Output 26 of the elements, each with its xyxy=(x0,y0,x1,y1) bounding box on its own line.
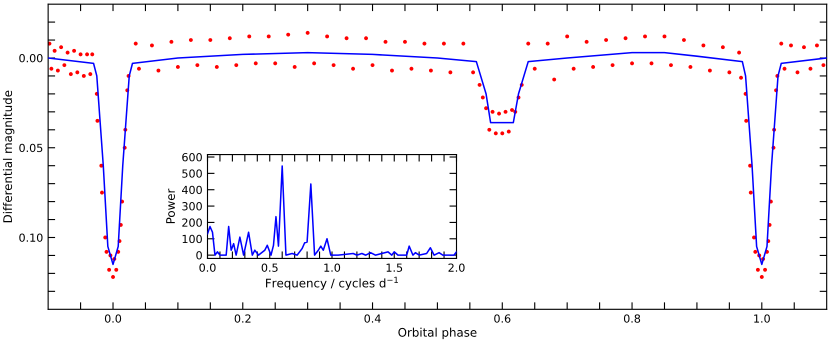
y-tick-label: 600 xyxy=(182,152,202,162)
x-axis-title: Orbital phase xyxy=(398,328,476,340)
x-tick-label: 0.4 xyxy=(364,314,381,323)
y-tick-label: 400 xyxy=(182,186,202,194)
x-tick-label: 0.2 xyxy=(234,314,250,323)
y-tick-label: 0.10 xyxy=(19,233,43,242)
y-tick-label: 200 xyxy=(182,218,202,227)
x-tick-label: 1.5 xyxy=(386,264,402,272)
x-tick-label: 0.5 xyxy=(262,263,278,272)
x-tick-label: 0.6 xyxy=(494,314,510,323)
x-tick-label: 0.8 xyxy=(624,314,640,323)
line-series xyxy=(208,165,456,256)
x-tick-label: 0.0 xyxy=(104,314,122,323)
y-tick-label: 0 xyxy=(196,251,202,260)
x-axis-title: Frequency / cycles d$^{−1}$ xyxy=(266,276,398,290)
y-tick-label: 100 xyxy=(182,234,202,244)
y-axis-title: Power xyxy=(166,188,175,224)
x-tick-label: 2.0 xyxy=(448,263,465,272)
x-tick-label: 1.0 xyxy=(324,263,340,272)
y-tick-label: 0.05 xyxy=(19,144,42,152)
y-tick-label: 500 xyxy=(182,169,202,178)
y-axis-title: Differential magnitude xyxy=(2,90,14,222)
x-tick-label: 0.0 xyxy=(199,263,216,272)
y-tick-label: 300 xyxy=(182,202,202,210)
x-tick-label: 1.0 xyxy=(754,314,770,323)
y-tick-label: 0.00 xyxy=(19,54,43,62)
